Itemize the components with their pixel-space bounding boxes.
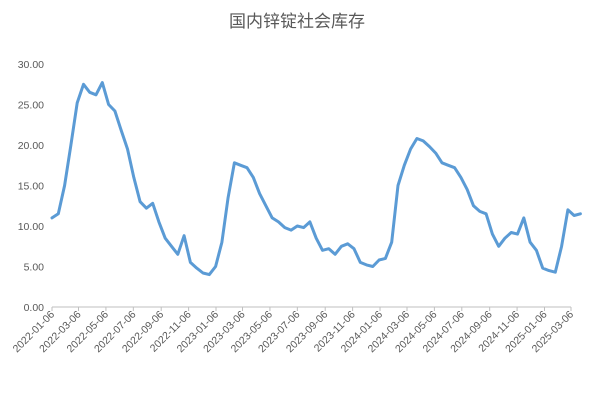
- y-axis: 0.00 5.00 10.00 15.00 20.00 25.00 30.00: [18, 59, 44, 314]
- series-line: [50, 81, 582, 277]
- y-tick-label: 20.00: [18, 140, 44, 152]
- series-layer: [50, 81, 582, 277]
- y-tick-label: 30.00: [18, 59, 44, 71]
- y-tick-label: 0.00: [24, 302, 45, 314]
- y-tick-label: 10.00: [18, 221, 44, 233]
- x-axis: 2022-01-062022-03-062022-05-062022-07-06…: [11, 306, 576, 355]
- y-tick-label: 15.00: [18, 181, 44, 193]
- y-tick-label: 5.00: [24, 262, 45, 274]
- y-tick-label: 25.00: [18, 100, 44, 112]
- chart-title: 国内锌锭社会库存: [229, 12, 365, 32]
